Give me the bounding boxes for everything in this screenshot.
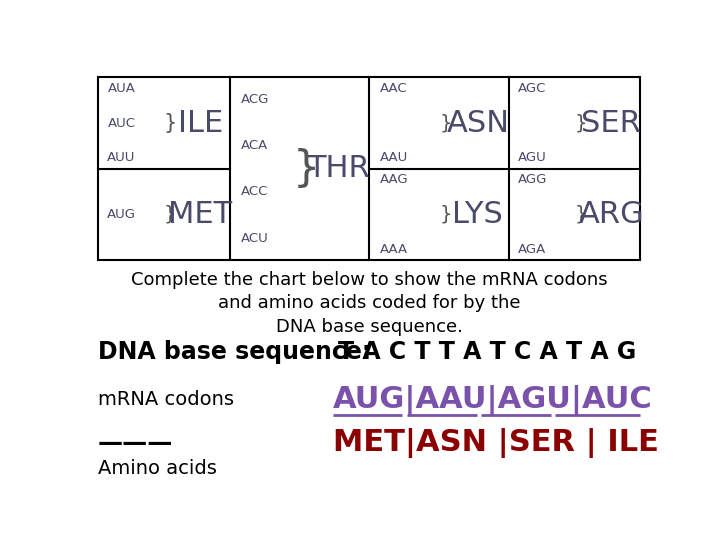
Text: }: } (575, 205, 588, 224)
Text: }: } (164, 205, 176, 224)
Text: mRNA codons: mRNA codons (98, 390, 234, 409)
Text: LYS: LYS (452, 200, 503, 229)
Text: ———: ——— (98, 431, 174, 455)
Text: ASN: ASN (446, 109, 509, 138)
Text: AGA: AGA (518, 243, 546, 256)
Text: AUA: AUA (107, 82, 135, 94)
Text: AAU: AAU (380, 151, 408, 164)
Text: MET: MET (168, 200, 233, 229)
Text: AUU: AUU (107, 151, 135, 164)
Text: AUG: AUG (107, 208, 136, 221)
Text: }: } (439, 205, 452, 224)
Text: ILE: ILE (178, 109, 223, 138)
Text: THR: THR (307, 154, 369, 183)
Text: and amino acids coded for by the: and amino acids coded for by the (217, 294, 521, 312)
Text: AAC: AAC (380, 82, 408, 94)
Text: T A C T T A T C A T A G: T A C T T A T C A T A G (338, 340, 636, 364)
Text: Complete the chart below to show the mRNA codons: Complete the chart below to show the mRN… (131, 271, 607, 288)
Text: }: } (575, 113, 588, 132)
Text: ACA: ACA (241, 139, 269, 152)
Text: Amino acids: Amino acids (98, 460, 217, 478)
Text: ACC: ACC (241, 185, 269, 198)
Text: AAA: AAA (380, 243, 408, 256)
Text: AUC: AUC (107, 117, 135, 130)
Text: AGU: AGU (518, 151, 546, 164)
Text: DNA base sequence:: DNA base sequence: (98, 340, 371, 364)
Text: }: } (292, 148, 320, 190)
Text: AUG|AAU|AGU|AUC: AUG|AAU|AGU|AUC (333, 384, 652, 415)
Text: AGG: AGG (518, 173, 547, 186)
Text: }: } (163, 113, 177, 133)
Text: DNA base sequence.: DNA base sequence. (276, 318, 462, 336)
Text: ACU: ACU (240, 232, 269, 245)
Text: }: } (439, 113, 452, 132)
Text: ACG: ACG (240, 93, 269, 106)
Bar (98, 77, 640, 260)
Text: SER: SER (581, 109, 641, 138)
Text: AAG: AAG (379, 173, 408, 186)
Text: MET|ASN |SER | ILE: MET|ASN |SER | ILE (333, 428, 659, 458)
Text: AGC: AGC (518, 82, 546, 94)
Text: ARG: ARG (578, 200, 644, 229)
